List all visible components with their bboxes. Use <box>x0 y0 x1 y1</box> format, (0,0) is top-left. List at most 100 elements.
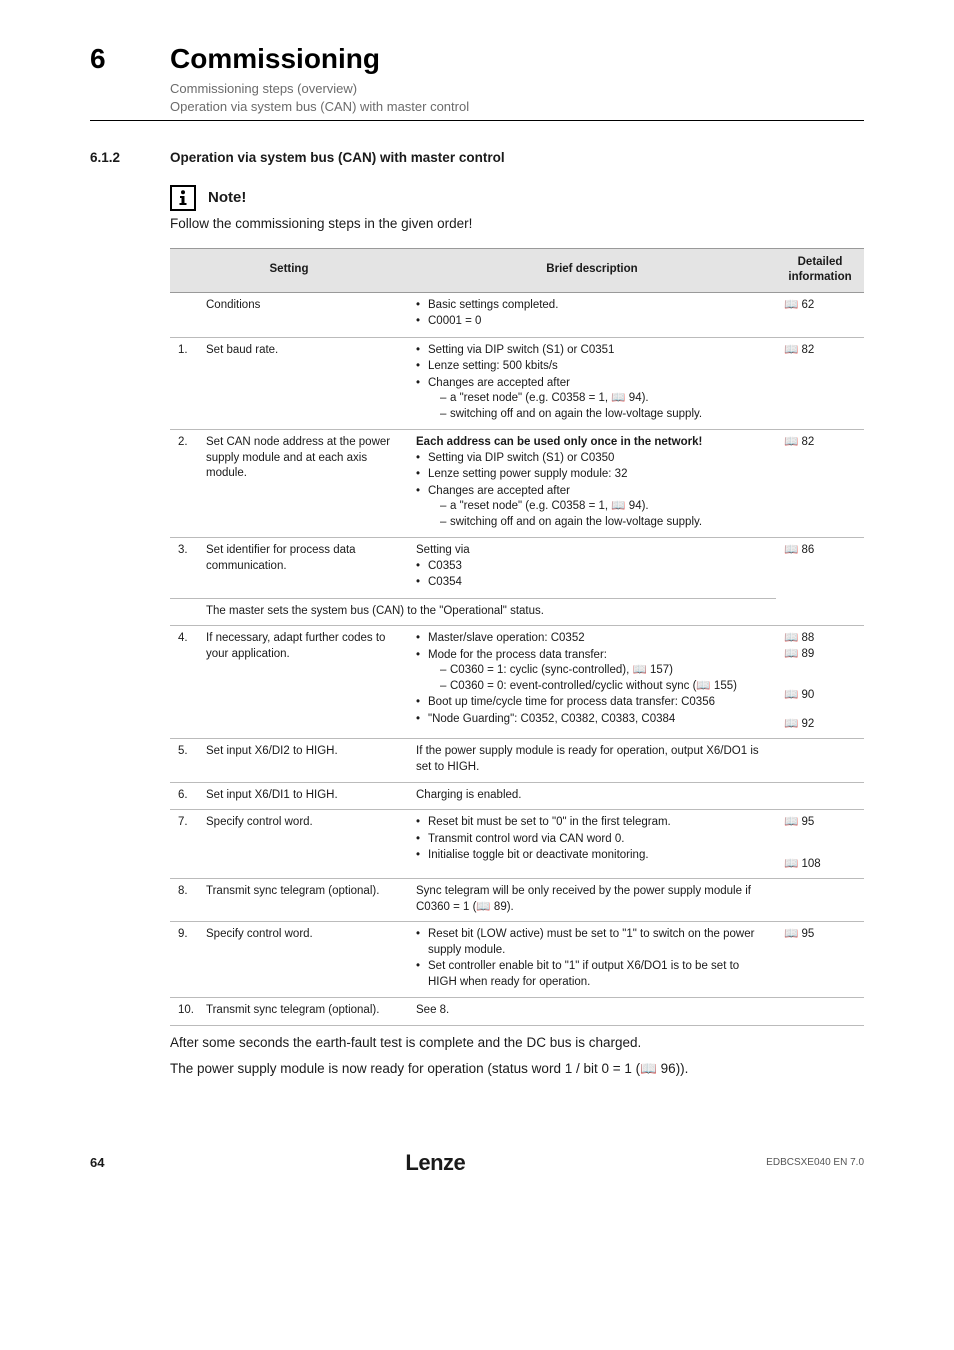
cell-brief: Setting via C0353 C0354 <box>408 538 776 599</box>
cell-detail <box>776 782 864 810</box>
brand-logo: Lenze <box>405 1148 465 1178</box>
bullet-item: Setting via DIP switch (S1) or C0351 <box>416 343 768 359</box>
bullet-item: C0001 = 0 <box>416 314 768 330</box>
section-number: 6.1.2 <box>90 149 130 167</box>
note-text: Follow the commissioning steps in the gi… <box>170 215 864 233</box>
cell-detail: 📖 88 📖 89 📖 90 📖 92 <box>776 626 864 739</box>
cell-index: 1. <box>170 337 198 430</box>
cell-brief: Setting via DIP switch (S1) or C0351 Len… <box>408 337 776 430</box>
th-setting: Setting <box>170 248 408 292</box>
cell-index <box>170 292 198 337</box>
bullet-item: Boot up time/cycle time for process data… <box>416 695 768 711</box>
header-subtitle-2: Operation via system bus (CAN) with mast… <box>170 98 864 116</box>
cell-brief: Master/slave operation: C0352 Mode for t… <box>408 626 776 739</box>
cell-setting: Transmit sync telegram (optional). <box>198 879 408 922</box>
cell-setting: Specify control word. <box>198 922 408 998</box>
info-icon <box>170 185 196 211</box>
cell-span: The master sets the system bus (CAN) to … <box>198 598 776 626</box>
cell-detail <box>776 739 864 782</box>
cell-setting: Set baud rate. <box>198 337 408 430</box>
cell-brief: See 8. <box>408 998 776 1026</box>
page-footer: 64 Lenze EDBCSXE040 EN 7.0 <box>90 1148 864 1178</box>
table-row: 4. If necessary, adapt further codes to … <box>170 626 864 739</box>
header-rule <box>90 120 864 121</box>
page-number: 64 <box>90 1154 104 1172</box>
bullet-item: Changes are accepted after a "reset node… <box>416 376 768 423</box>
section-title: Operation via system bus (CAN) with mast… <box>170 149 505 167</box>
cell-index: 2. <box>170 430 198 538</box>
bullet-item: Set controller enable bit to "1" if outp… <box>416 959 768 990</box>
table-row: 9. Specify control word. Reset bit (LOW … <box>170 922 864 998</box>
table-row: 5. Set input X6/DI2 to HIGH. If the powe… <box>170 739 864 782</box>
bullet-item: Transmit control word via CAN word 0. <box>416 832 768 848</box>
cell-brief: Each address can be used only once in th… <box>408 430 776 538</box>
bullet-item: C0354 <box>416 575 768 591</box>
note-label: Note! <box>208 188 246 208</box>
cell-brief: Charging is enabled. <box>408 782 776 810</box>
bullet-item: Setting via DIP switch (S1) or C0350 <box>416 451 768 467</box>
cell-brief: If the power supply module is ready for … <box>408 739 776 782</box>
detail-ref: 📖 92 <box>784 717 856 733</box>
cell-setting: Specify control word. <box>198 810 408 879</box>
table-row: The master sets the system bus (CAN) to … <box>170 598 864 626</box>
header-subtitle-block: Commissioning steps (overview) Operation… <box>170 80 864 116</box>
cell-brief: Reset bit must be set to "0" in the firs… <box>408 810 776 879</box>
cell-index: 10. <box>170 998 198 1026</box>
table-row: 3. Set identifier for process data commu… <box>170 538 864 599</box>
bullet-item: "Node Guarding": C0352, C0382, C0383, C0… <box>416 712 768 728</box>
page-header: 6 Commissioning <box>90 40 864 78</box>
detail-ref: 📖 95 <box>784 815 856 831</box>
cell-brief: Basic settings completed. C0001 = 0 <box>408 292 776 337</box>
header-subtitle-1: Commissioning steps (overview) <box>170 80 864 98</box>
sub-item: a "reset node" (e.g. C0358 = 1, 📖 94). <box>440 391 768 407</box>
lead-text: Each address can be used only once in th… <box>416 435 768 451</box>
detail-ref: 📖 108 <box>784 857 856 873</box>
cell-setting: Set CAN node address at the power supply… <box>198 430 408 538</box>
detail-ref: 📖 88 <box>784 631 856 647</box>
cell-index: 4. <box>170 626 198 739</box>
table-row: 8. Transmit sync telegram (optional). Sy… <box>170 879 864 922</box>
bullet-item: Basic settings completed. <box>416 298 768 314</box>
cell-index: 3. <box>170 538 198 599</box>
cell-setting: Set input X6/DI1 to HIGH. <box>198 782 408 810</box>
table-row: 6. Set input X6/DI1 to HIGH. Charging is… <box>170 782 864 810</box>
cell-detail <box>776 879 864 922</box>
cell-detail: 📖 86 <box>776 538 864 626</box>
cell-brief: Sync telegram will be only received by t… <box>408 879 776 922</box>
detail-ref: 📖 90 <box>784 688 856 704</box>
cell-index: 5. <box>170 739 198 782</box>
cell-brief: Reset bit (LOW active) must be set to "1… <box>408 922 776 998</box>
th-brief: Brief description <box>408 248 776 292</box>
section-heading: 6.1.2 Operation via system bus (CAN) wit… <box>90 149 864 167</box>
sub-item: C0360 = 0: event-controlled/cyclic witho… <box>440 679 768 695</box>
bullet-item: C0353 <box>416 559 768 575</box>
bullet-item: Initialise toggle bit or deactivate moni… <box>416 848 768 864</box>
cell-index <box>170 598 198 626</box>
lead-text: Setting via <box>416 543 768 559</box>
cell-index: 7. <box>170 810 198 879</box>
bullet-item: Changes are accepted after a "reset node… <box>416 484 768 531</box>
sub-item: switching off and on again the low-volta… <box>440 515 768 531</box>
cell-setting: Transmit sync telegram (optional). <box>198 998 408 1026</box>
table-row: 1. Set baud rate. Setting via DIP switch… <box>170 337 864 430</box>
cell-setting: If necessary, adapt further codes to you… <box>198 626 408 739</box>
table-row: 2. Set CAN node address at the power sup… <box>170 430 864 538</box>
bullet-item: Lenze setting: 500 kbits/s <box>416 359 768 375</box>
cell-detail: 📖 95 <box>776 922 864 998</box>
sub-item: switching off and on again the low-volta… <box>440 407 768 423</box>
bullet-item: Mode for the process data transfer: C036… <box>416 648 768 695</box>
chapter-title: Commissioning <box>170 40 380 78</box>
cell-index: 8. <box>170 879 198 922</box>
doc-id: EDBCSXE040 EN 7.0 <box>766 1156 864 1170</box>
sub-item: a "reset node" (e.g. C0358 = 1, 📖 94). <box>440 499 768 515</box>
cell-detail <box>776 998 864 1026</box>
after-text-2: The power supply module is now ready for… <box>170 1060 864 1078</box>
cell-index: 9. <box>170 922 198 998</box>
bullet-item: Reset bit must be set to "0" in the firs… <box>416 815 768 831</box>
cell-detail: 📖 82 <box>776 337 864 430</box>
bullet-item: Lenze setting power supply module: 32 <box>416 467 768 483</box>
bullet-item: Reset bit (LOW active) must be set to "1… <box>416 927 768 958</box>
cell-setting: Set input X6/DI2 to HIGH. <box>198 739 408 782</box>
table-row: 10. Transmit sync telegram (optional). S… <box>170 998 864 1026</box>
th-detail: Detailed information <box>776 248 864 292</box>
